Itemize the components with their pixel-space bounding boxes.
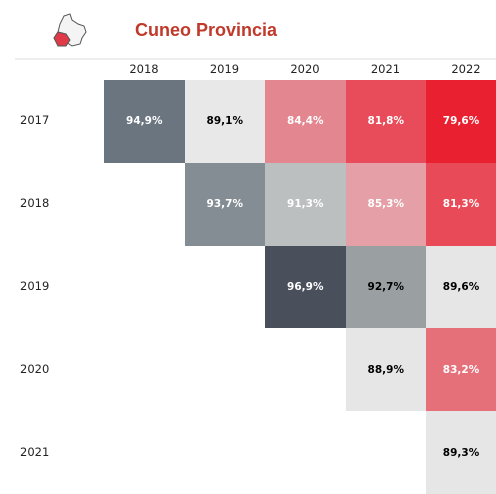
row-label: 2018	[20, 196, 50, 211]
row-label: 2021	[20, 444, 50, 459]
heat-cell: 94,9%	[104, 80, 185, 163]
heat-cell: 88,9%	[345, 328, 426, 412]
heat-cell: 81,8%	[345, 80, 426, 163]
row-label: 2019	[20, 279, 50, 293]
column-header: 2021	[370, 62, 401, 76]
column-header: 2018	[129, 62, 159, 76]
row-label: 2020	[20, 361, 50, 376]
heat-cell: 81,3%	[426, 162, 496, 246]
heat-cell: 85,3%	[345, 162, 426, 246]
heat-cell: 83,2%	[426, 328, 496, 412]
heat-cell: 93,7%	[184, 162, 265, 246]
heat-cell: 89,3%	[426, 411, 496, 494]
heat-cell: 92,7%	[345, 245, 426, 329]
heat-cell: 84,4%	[265, 80, 346, 163]
heat-cell: 89,1%	[184, 80, 265, 163]
column-header: 2019	[209, 62, 240, 76]
heat-cell: 91,3%	[265, 162, 346, 246]
heat-cell: 89,6%	[426, 245, 496, 329]
column-header: 2022	[451, 62, 481, 76]
column-header: 2020	[290, 62, 320, 76]
heat-cell: 79,6%	[426, 80, 496, 163]
title: Cuneo Provincia	[135, 20, 278, 40]
heat-cell: 96,9%	[265, 245, 346, 329]
logo	[53, 13, 87, 47]
row-label: 2017	[20, 113, 50, 128]
header-band	[15, 58, 496, 60]
